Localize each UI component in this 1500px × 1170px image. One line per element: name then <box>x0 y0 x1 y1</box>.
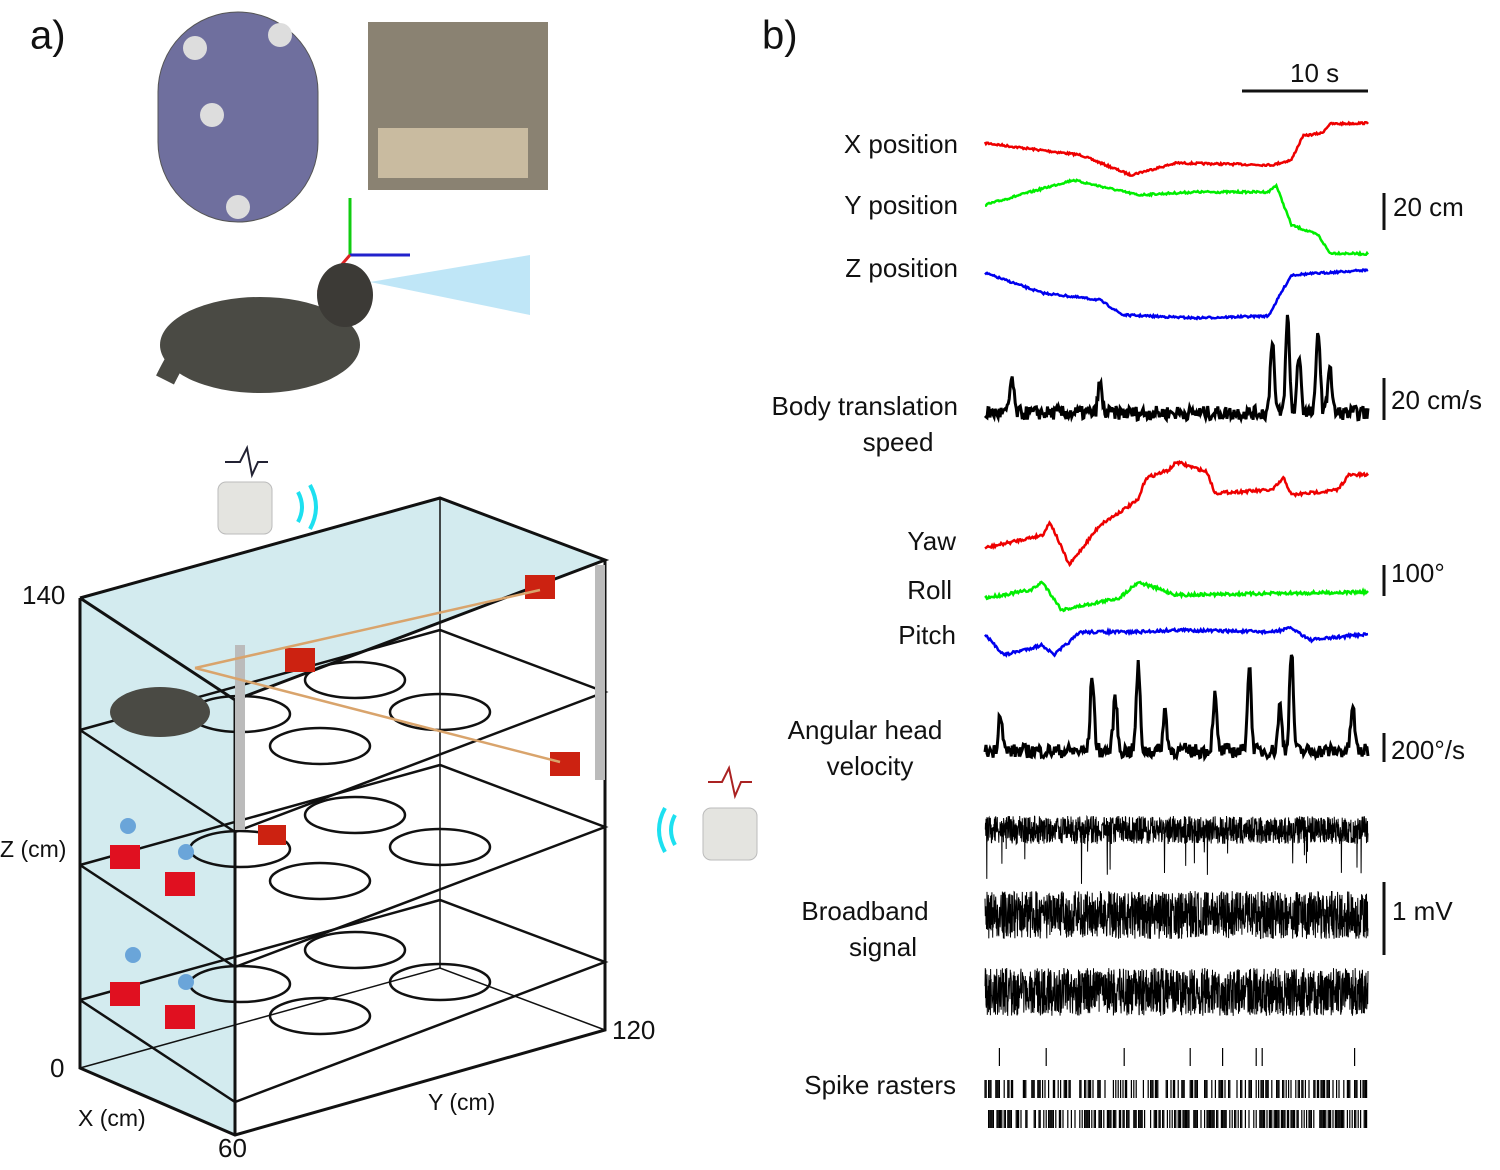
wireless-icon <box>657 807 677 853</box>
trace-label: Roll <box>907 575 952 605</box>
scale-label: 1 mV <box>1392 896 1453 926</box>
axis-label: 0 <box>50 1053 64 1083</box>
scale-label: 200°/s <box>1391 735 1465 765</box>
trace-label: Y position <box>844 190 958 220</box>
trace <box>984 967 1369 1016</box>
headcap-illustration <box>156 11 548 393</box>
axis-label: Z (cm) <box>0 836 66 862</box>
camera <box>258 825 286 845</box>
gaze-cone <box>370 255 530 315</box>
trace <box>984 268 1369 321</box>
wireless-icon <box>296 484 318 530</box>
trace <box>984 625 1369 658</box>
trace-label: Yaw <box>907 526 956 556</box>
marker <box>200 103 224 127</box>
trace-label: signal <box>849 932 917 962</box>
spike-icon <box>708 765 752 800</box>
trace-label: Broadband <box>801 896 928 926</box>
hole <box>268 861 372 901</box>
feeder <box>110 982 140 1006</box>
panel-label: b) <box>762 14 798 58</box>
trace <box>984 814 1369 884</box>
hole <box>388 962 492 1002</box>
trace <box>984 459 1370 568</box>
axis-label: X (cm) <box>78 1105 146 1131</box>
camera <box>525 575 555 599</box>
headcap <box>157 11 319 223</box>
axis-label: Y (cm) <box>428 1089 495 1115</box>
water-drop <box>178 844 194 860</box>
trace <box>983 314 1370 425</box>
trace-label: Spike rasters <box>804 1070 956 1100</box>
hole <box>303 660 407 700</box>
water-drop <box>178 974 194 990</box>
marmoset-head <box>317 263 373 327</box>
scale-label: 10 s <box>1290 58 1339 88</box>
marker <box>183 36 207 60</box>
headstage-base <box>378 128 528 178</box>
axis-label: 120 <box>612 1015 655 1045</box>
scale-label: 20 cm <box>1393 192 1464 222</box>
trace <box>983 120 1369 177</box>
marker <box>268 23 292 47</box>
marmoset-tail <box>156 338 196 385</box>
panel-label: a) <box>30 14 66 58</box>
enclosure-edge <box>79 967 606 1069</box>
trace-label: Body translation <box>772 391 958 421</box>
receiver <box>217 481 273 535</box>
hole <box>268 726 372 766</box>
marmoset <box>110 687 210 737</box>
marmoset <box>160 297 360 393</box>
feeder <box>165 872 195 896</box>
receiver <box>702 807 758 861</box>
trace <box>983 654 1370 763</box>
receivers <box>217 444 758 861</box>
axis-label: 140 <box>22 580 65 610</box>
hole <box>303 930 407 970</box>
hole <box>303 795 407 835</box>
trace-label: velocity <box>827 751 914 781</box>
hole <box>268 996 372 1036</box>
camera <box>550 752 580 776</box>
trace-label: X position <box>844 129 958 159</box>
axis-label: 60 <box>218 1133 247 1163</box>
sight-line <box>194 666 561 764</box>
trace-label: Pitch <box>898 620 956 650</box>
trace <box>984 580 1369 613</box>
traces <box>983 120 1370 1128</box>
scale-label: 20 cm/s <box>1391 385 1482 415</box>
enclosure <box>78 496 610 1137</box>
trace <box>984 890 1369 940</box>
marker <box>226 195 250 219</box>
water-drop <box>125 947 141 963</box>
water-drop <box>120 818 136 834</box>
feeder <box>110 845 140 869</box>
trace-label: speed <box>863 427 934 457</box>
trace <box>984 178 1370 257</box>
trace-label: Z position <box>845 253 958 283</box>
spike-icon <box>225 444 268 479</box>
sight-line <box>194 588 541 670</box>
trace-label: Angular head <box>788 715 943 745</box>
scale-label: 100° <box>1391 558 1445 588</box>
enclosure-fill <box>80 498 605 1135</box>
camera <box>285 648 315 672</box>
feeder <box>165 1005 195 1029</box>
